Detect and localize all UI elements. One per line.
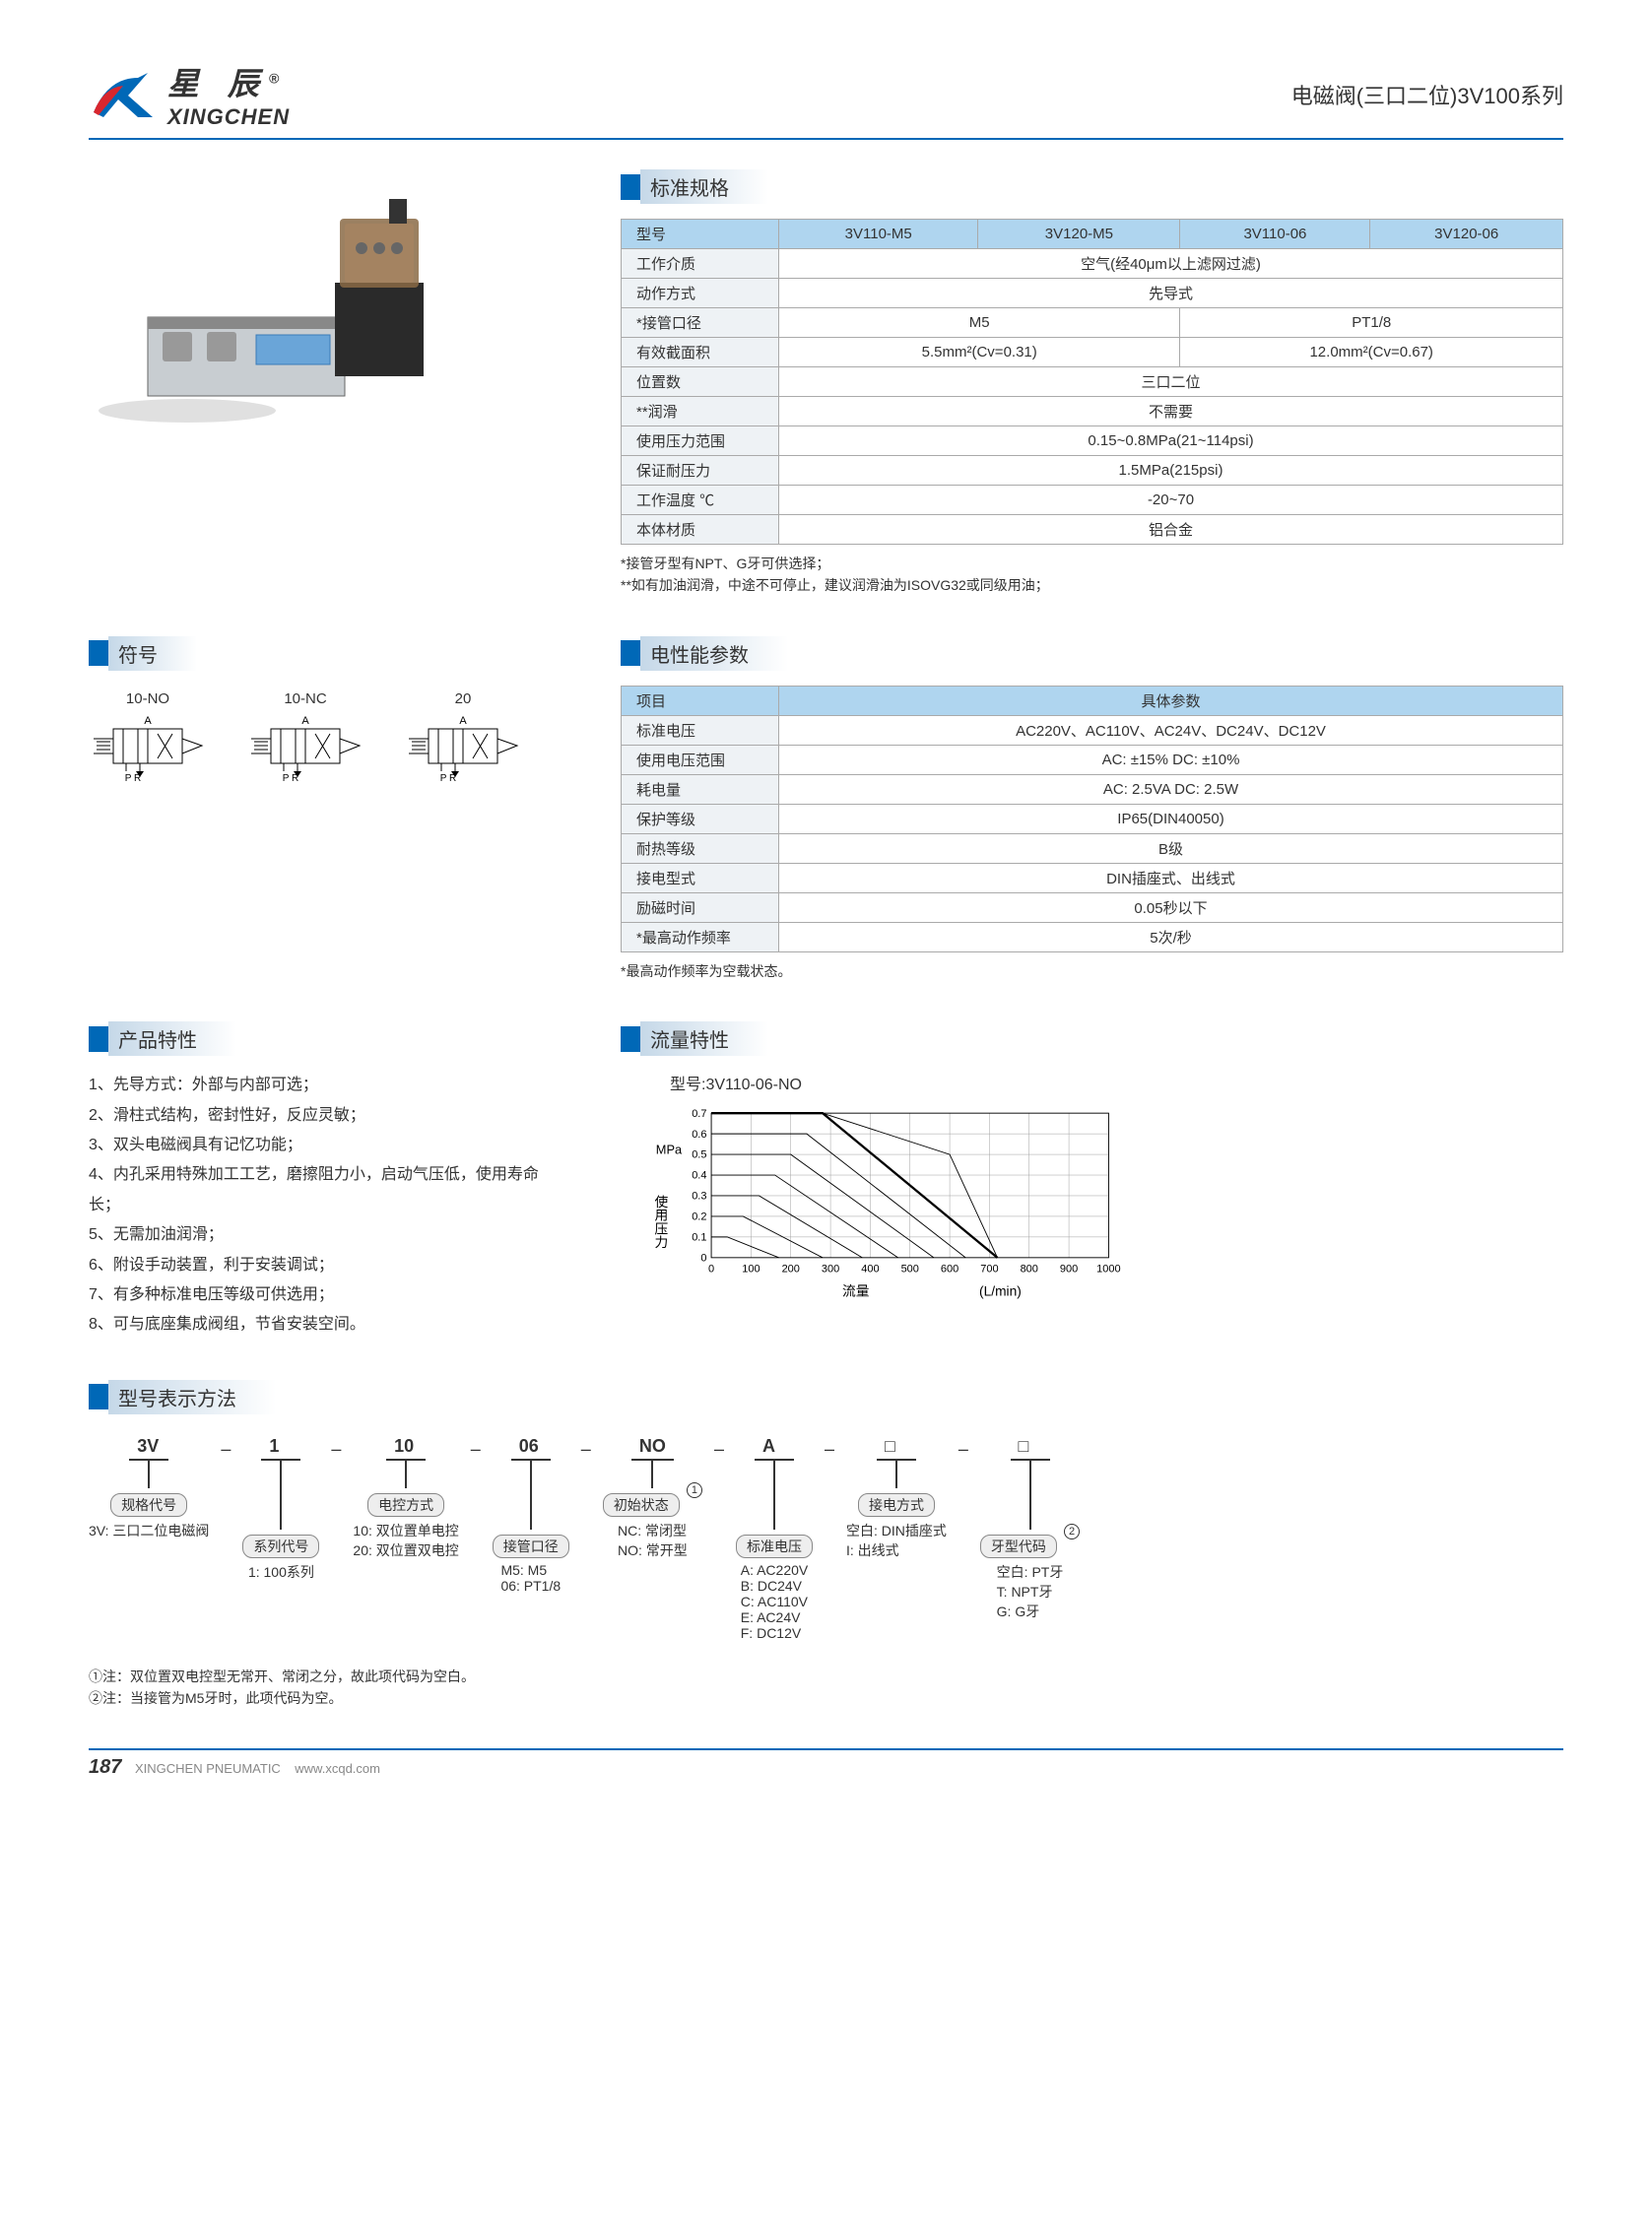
features-list: 1、先导方式：外部与内部可选；2、滑柱式结构，密封性好，反应灵敏；3、双头电磁阀… bbox=[89, 1071, 562, 1341]
svg-text:0.6: 0.6 bbox=[692, 1129, 706, 1141]
flow-title: 流量特性 bbox=[621, 1021, 1563, 1056]
svg-text:A: A bbox=[301, 715, 309, 727]
svg-text:300: 300 bbox=[822, 1264, 839, 1276]
symbol-title: 符号 bbox=[89, 636, 562, 671]
spec-table: 型号3V110-M53V120-M53V110-063V120-06工作介质空气… bbox=[621, 219, 1563, 545]
svg-text:0.4: 0.4 bbox=[692, 1170, 706, 1182]
svg-text:1000: 1000 bbox=[1096, 1264, 1120, 1276]
svg-text:使用压力: 使用压力 bbox=[652, 1194, 668, 1250]
svg-text:900: 900 bbox=[1060, 1264, 1078, 1276]
svg-text:800: 800 bbox=[1021, 1264, 1038, 1276]
reg-mark: ® bbox=[269, 70, 289, 86]
spec-notes: *接管牙型有NPT、G牙可供选择； **如有加油润滑，中途不可停止，建议润滑油为… bbox=[621, 553, 1563, 597]
svg-text:0: 0 bbox=[700, 1253, 706, 1265]
svg-text:400: 400 bbox=[861, 1264, 879, 1276]
features-title: 产品特性 bbox=[89, 1021, 562, 1056]
svg-text:0.7: 0.7 bbox=[692, 1108, 706, 1120]
svg-text:200: 200 bbox=[782, 1264, 800, 1276]
svg-text:0.5: 0.5 bbox=[692, 1149, 706, 1161]
model-diagram: 3V规格代号3V: 三口二位电磁阀–1系列代号1: 100系列–10电控方式10… bbox=[89, 1434, 1563, 1641]
svg-text:流量: 流量 bbox=[842, 1284, 870, 1299]
svg-text:0: 0 bbox=[708, 1264, 714, 1276]
svg-text:MPa: MPa bbox=[656, 1143, 683, 1157]
logo-icon bbox=[89, 68, 158, 122]
svg-text:A: A bbox=[144, 715, 152, 727]
elec-table: 项目具体参数标准电压AC220V、AC110V、AC24V、DC24V、DC12… bbox=[621, 686, 1563, 952]
model-notes: ①注：双位置双电控型无常开、常闭之分，故此项代码为空白。②注：当接管为M5牙时，… bbox=[89, 1666, 1563, 1710]
svg-text:(L/min): (L/min) bbox=[979, 1284, 1022, 1299]
footer-url: www.xcqd.com bbox=[295, 1761, 380, 1776]
svg-text:0.3: 0.3 bbox=[692, 1191, 706, 1203]
brand-en: XINGCHEN bbox=[167, 104, 290, 130]
svg-text:600: 600 bbox=[941, 1264, 958, 1276]
flow-model: 型号:3V110-06-NO bbox=[670, 1071, 1563, 1094]
svg-text:P R: P R bbox=[440, 773, 457, 784]
svg-text:0.1: 0.1 bbox=[692, 1232, 706, 1244]
page-header: 星 辰® XINGCHEN 电磁阀(三口二位)3V100系列 bbox=[89, 59, 1563, 140]
spec-title: 标准规格 bbox=[621, 169, 1563, 204]
footer-company: XINGCHEN PNEUMATIC bbox=[135, 1761, 281, 1776]
brand-cn: 星 辰® bbox=[167, 59, 290, 104]
page-title: 电磁阀(三口二位)3V100系列 bbox=[1291, 79, 1563, 110]
svg-text:P R: P R bbox=[283, 773, 299, 784]
logo-area: 星 辰® XINGCHEN bbox=[89, 59, 290, 130]
svg-text:P R: P R bbox=[125, 773, 142, 784]
model-title: 型号表示方法 bbox=[89, 1380, 1563, 1414]
svg-text:A: A bbox=[459, 715, 467, 727]
svg-text:0.2: 0.2 bbox=[692, 1211, 706, 1223]
page-footer: 187 XINGCHEN PNEUMATIC www.xcqd.com bbox=[89, 1748, 1563, 1779]
product-image bbox=[89, 169, 483, 445]
elec-title: 电性能参数 bbox=[621, 636, 1563, 671]
symbol-diagrams: 10-NO A P R 10-NC A P R 20 bbox=[89, 690, 562, 791]
flow-chart: 0 0.1 0.2 0.3 0.4 0.5 0.6 0.7 0 100 200 300 400 500 60… bbox=[621, 1104, 1563, 1324]
svg-text:500: 500 bbox=[901, 1264, 919, 1276]
svg-text:100: 100 bbox=[742, 1264, 760, 1276]
page-number: 187 bbox=[89, 1756, 121, 1778]
svg-text:700: 700 bbox=[980, 1264, 998, 1276]
elec-note: *最高动作频率为空载状态。 bbox=[621, 960, 1563, 982]
